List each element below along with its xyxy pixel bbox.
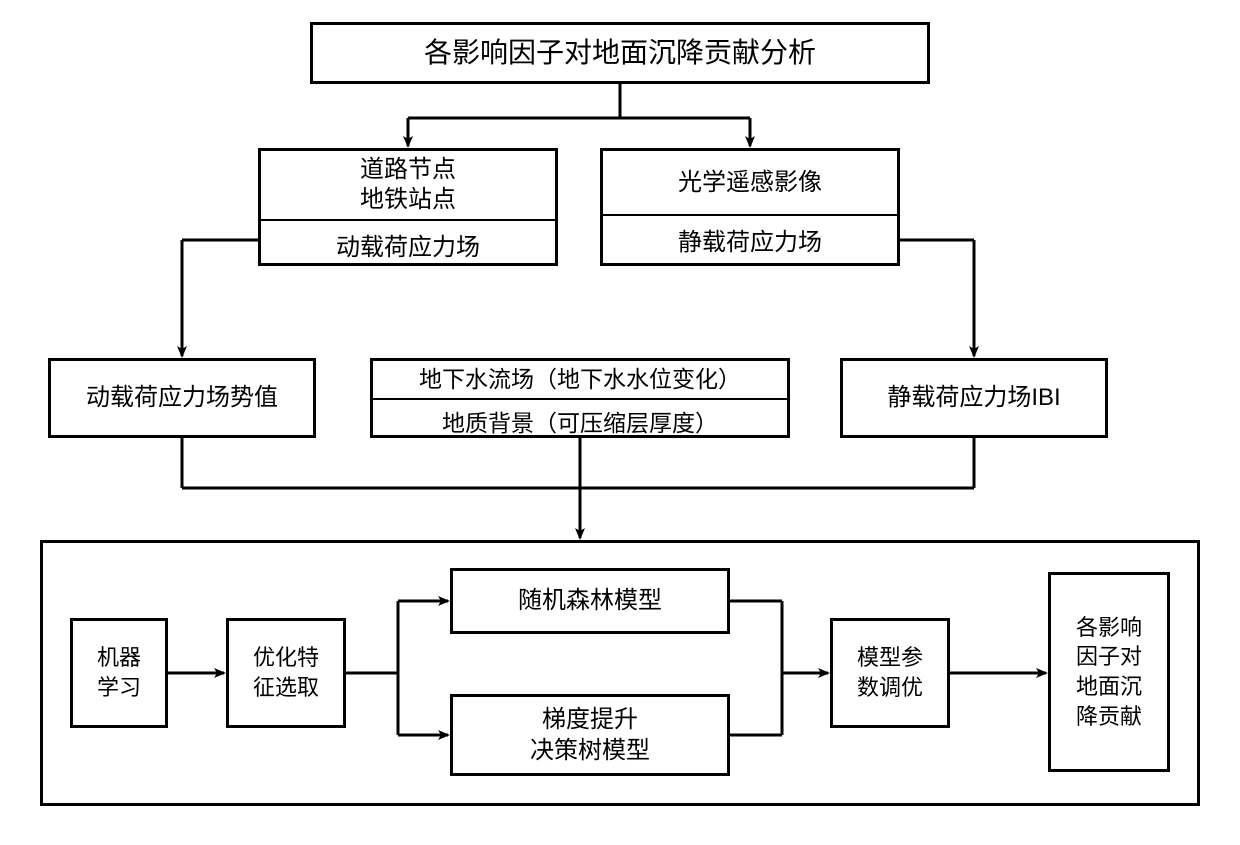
row2-left-box: 道路节点 地铁站点 动载荷应力场 — [258, 148, 558, 266]
row2-right-top: 光学遥感影像 — [603, 151, 897, 216]
title-text: 各影响因子对地面沉降贡献分析 — [424, 35, 816, 71]
row3-left-text: 动载荷应力场势值 — [86, 382, 278, 413]
ml1-text: 机器 学习 — [97, 643, 141, 702]
ml3b-box: 梯度提升 决策树模型 — [450, 694, 730, 776]
row3-mid-box: 地下水流场（地下水水位变化） 地质背景（可压缩层厚度） — [370, 358, 790, 438]
row2-left-top-text: 道路节点 地铁站点 — [360, 155, 456, 215]
row2-right-bot: 静载荷应力场 — [603, 216, 897, 263]
row2-right-top-text: 光学遥感影像 — [678, 168, 822, 198]
row2-left-top: 道路节点 地铁站点 — [261, 151, 555, 221]
ml3b-text: 梯度提升 决策树模型 — [530, 704, 650, 766]
row3-mid-bot: 地质背景（可压缩层厚度） — [373, 400, 787, 442]
row2-right-box: 光学遥感影像 静载荷应力场 — [600, 148, 900, 266]
ml5-box: 各影响 因子对 地面沉 降贡献 — [1048, 572, 1170, 772]
row3-right-box: 静载荷应力场IBI — [840, 358, 1108, 438]
row2-right-bot-text: 静载荷应力场 — [678, 222, 822, 257]
row2-left-bot: 动载荷应力场 — [261, 221, 555, 268]
row3-left-box: 动载荷应力场势值 — [48, 358, 316, 438]
ml5-text: 各影响 因子对 地面沉 降贡献 — [1076, 613, 1142, 732]
ml1-box: 机器 学习 — [70, 618, 168, 728]
ml3a-text: 随机森林模型 — [518, 585, 662, 616]
row3-right-text: 静载荷应力场IBI — [887, 382, 1060, 413]
row3-mid-top-text: 地下水流场（地下水水位变化） — [419, 365, 741, 394]
row3-mid-top: 地下水流场（地下水水位变化） — [373, 361, 787, 400]
title-box: 各影响因子对地面沉降贡献分析 — [310, 22, 930, 84]
ml4-box: 模型参 数调优 — [830, 618, 950, 728]
ml2-text: 优化特 征选取 — [253, 643, 319, 702]
ml4-text: 模型参 数调优 — [857, 643, 923, 702]
ml3a-box: 随机森林模型 — [450, 568, 730, 634]
row3-mid-bot-text: 地质背景（可压缩层厚度） — [442, 404, 718, 438]
row2-left-bot-text: 动载荷应力场 — [336, 227, 480, 262]
ml2-box: 优化特 征选取 — [226, 618, 346, 728]
